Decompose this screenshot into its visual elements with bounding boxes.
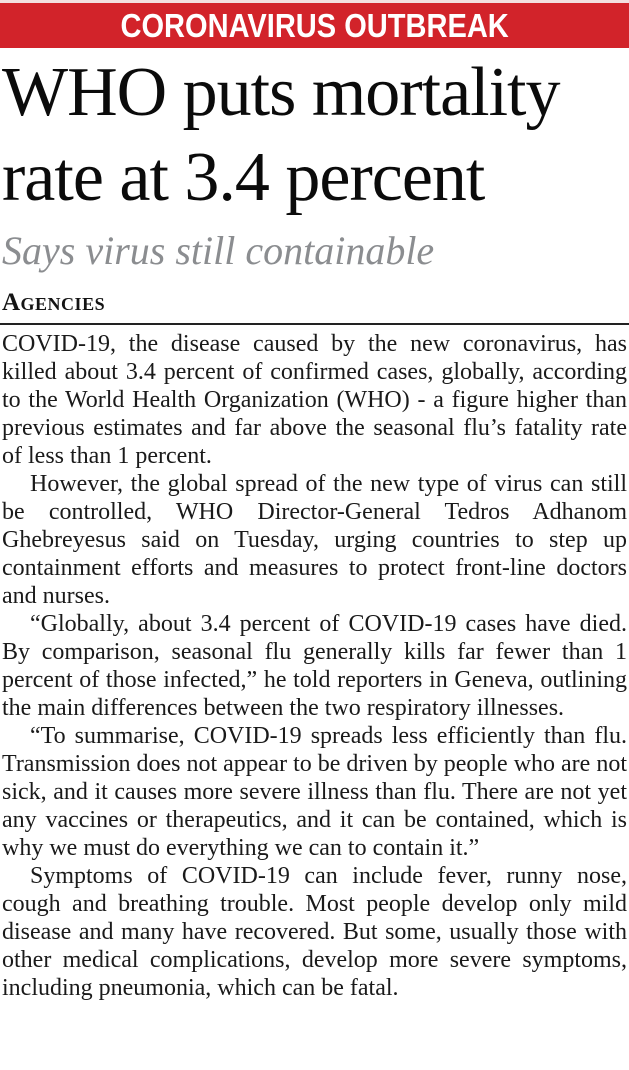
page-top-edge [0,0,629,3]
article-subheadline: Says virus still containable [2,227,435,273]
article-paragraph-4: “To summarise, COVID-19 spreads less eff… [2,722,627,861]
article-paragraph-2: However, the global spread of the new ty… [2,470,627,609]
section-banner: CORONAVIRUS OUTBREAK [0,3,629,48]
article-byline: Agencies [2,288,106,316]
article-paragraph-5: Symptoms of COVID-19 can include fever, … [2,862,627,1001]
article-headline: WHO puts mortality rate at 3.4 percent [2,54,560,217]
article-paragraph-1: COVID-19, the disease caused by the new … [2,330,627,469]
article-body: COVID-19, the disease caused by the new … [0,330,629,1002]
byline-divider-rule [0,322,629,325]
article-paragraph-3: “Globally, about 3.4 percent of COVID-19… [2,610,627,721]
section-banner-label: CORONAVIRUS OUTBREAK [120,6,509,44]
